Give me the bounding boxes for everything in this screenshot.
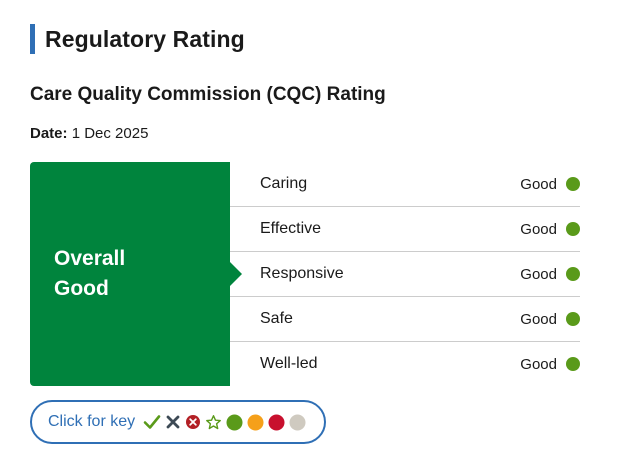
red-dot-icon bbox=[268, 414, 285, 431]
rating-row-responsive: Responsive Good bbox=[230, 252, 580, 297]
rating-name: Effective bbox=[260, 220, 322, 237]
green-dot-icon bbox=[566, 267, 580, 281]
circle-cross-icon bbox=[185, 414, 201, 430]
rating-value-group: Good bbox=[520, 221, 580, 238]
rating-value: Good bbox=[520, 310, 557, 328]
green-dot-icon bbox=[226, 414, 243, 431]
rating-value-group: Good bbox=[520, 176, 580, 193]
rating-value-group: Good bbox=[520, 311, 580, 328]
rating-name: Caring bbox=[260, 175, 308, 192]
rating-name: Well-led bbox=[260, 355, 318, 372]
grey-dot-icon bbox=[289, 414, 306, 431]
rating-row-effective: Effective Good bbox=[230, 207, 580, 252]
star-outline-icon bbox=[205, 414, 222, 431]
section-header: Regulatory Rating bbox=[30, 24, 245, 54]
rating-subtitle: Care Quality Commission (CQC) Rating bbox=[30, 84, 386, 105]
rating-value: Good bbox=[520, 265, 557, 283]
overall-pointer-arrow bbox=[230, 262, 242, 286]
rating-value-group: Good bbox=[520, 266, 580, 283]
checkmark-icon bbox=[143, 414, 161, 430]
rating-name: Safe bbox=[260, 310, 293, 327]
amber-dot-icon bbox=[247, 414, 264, 431]
rating-row-well-led: Well-led Good bbox=[230, 342, 580, 386]
date-label: Date: bbox=[30, 125, 68, 142]
rating-value: Good bbox=[520, 220, 557, 238]
date-value: 1 Dec 2025 bbox=[71, 125, 149, 142]
green-dot-icon bbox=[566, 312, 580, 326]
rating-name: Responsive bbox=[260, 265, 344, 282]
key-button-label: Click for key bbox=[48, 413, 136, 430]
green-dot-icon bbox=[566, 222, 580, 236]
cross-icon bbox=[165, 414, 181, 430]
key-button[interactable]: Click for key bbox=[30, 400, 326, 444]
rating-date: Date: 1 Dec 2025 bbox=[30, 125, 148, 142]
key-icon-strip bbox=[143, 414, 310, 431]
overall-rating-panel: Overall Good bbox=[30, 162, 230, 386]
overall-rating-text: Overall Good bbox=[54, 244, 125, 304]
section-title: Regulatory Rating bbox=[45, 25, 245, 52]
rating-value: Good bbox=[520, 175, 557, 193]
section-accent-bar bbox=[30, 24, 35, 54]
overall-label: Overall bbox=[54, 247, 126, 270]
rating-value-group: Good bbox=[520, 356, 580, 373]
green-dot-icon bbox=[566, 177, 580, 191]
rating-row-safe: Safe Good bbox=[230, 297, 580, 342]
rating-value: Good bbox=[520, 355, 557, 373]
green-dot-icon bbox=[566, 357, 580, 371]
rating-list: Caring Good Effective Good Responsive Go… bbox=[230, 162, 580, 386]
overall-value: Good bbox=[54, 277, 109, 300]
rating-row-caring: Caring Good bbox=[230, 162, 580, 207]
